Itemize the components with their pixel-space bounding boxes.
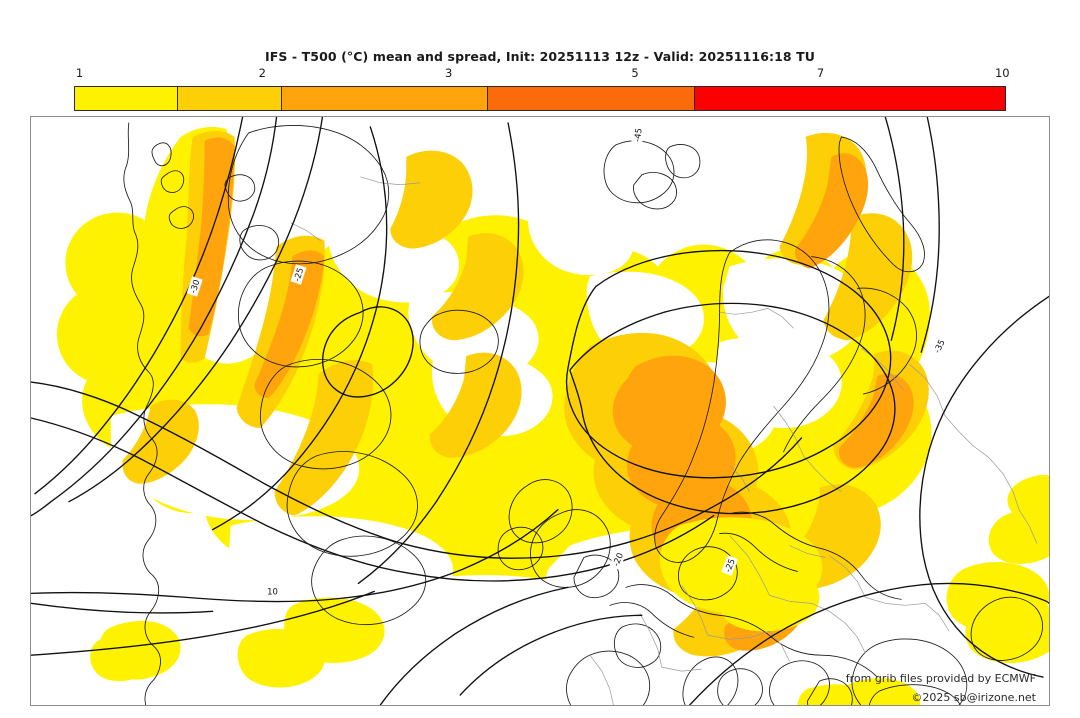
colorbar-segment-3 <box>281 87 489 110</box>
contour-label: -25 <box>292 266 306 282</box>
spread-shading-isolated <box>90 475 1049 705</box>
contour-label: -25 <box>722 557 736 574</box>
contour-label: -30 <box>188 278 202 294</box>
colorbar-tick: 1 <box>75 66 84 80</box>
contour-label: -45 <box>632 127 644 142</box>
map-svg: -30 -25 -20 -25 -35 <box>31 117 1049 705</box>
map-canvas[interactable]: -30 -25 -20 -25 -35 <box>30 116 1050 706</box>
mean-contours <box>31 117 1049 705</box>
colorbar-tick: 2 <box>258 66 266 80</box>
colorbar-strip <box>74 86 1006 111</box>
colorbar-segment-4 <box>488 87 695 110</box>
colorbar-segment-1 <box>75 87 179 110</box>
colorbar-tick-labels: 1 2 3 5 7 10 <box>74 66 1010 84</box>
colorbar-tick: 3 <box>444 66 453 80</box>
copyright-credit: ©2025 sb@irizone.net <box>911 691 1036 704</box>
colorbar-tick: 10 <box>994 66 1010 80</box>
data-source-credit: from grib files provided by ECMWF <box>845 672 1036 685</box>
coastlines <box>123 122 1043 705</box>
colorbar-segment-5 <box>694 87 1005 110</box>
contour-labels: -30 -25 -20 -25 -35 <box>186 125 949 597</box>
colorbar-tick: 5 <box>631 66 639 80</box>
page-title: IFS - T500 (°C) mean and spread, Init: 2… <box>264 49 816 64</box>
colorbar-segment-2 <box>178 87 282 110</box>
colorbar-tick: 7 <box>816 66 825 80</box>
country-borders <box>290 176 1038 705</box>
colorbar: 1 2 3 5 7 10 <box>74 66 1010 111</box>
contour-label: -20 <box>611 551 625 568</box>
contour-label: 10 <box>267 586 278 596</box>
